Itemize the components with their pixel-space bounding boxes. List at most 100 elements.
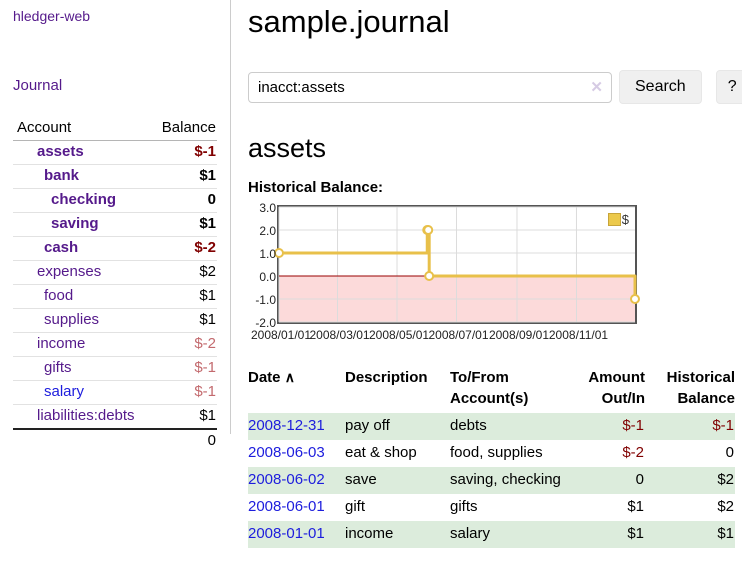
transaction-balance: $2 [717, 498, 734, 515]
transaction-row: 2008-06-03 eat & shop food, supplies $-2 0 [248, 440, 735, 467]
account-link[interactable]: gifts [44, 359, 72, 376]
transaction-amount: $1 [627, 498, 644, 515]
register-table-body: 2008-12-31 pay off debts $-1 $-1 2008-06-03 ea… [248, 413, 735, 548]
x-tick-label: 2008/03/01 [309, 328, 370, 342]
account-balance: 0 [150, 188, 217, 213]
transaction-row: 2008-01-01 income salary $1 $1 [248, 521, 735, 548]
account-balance: $-2 [150, 332, 217, 357]
transaction-accounts: saving, checking [450, 467, 573, 494]
account-balance: $1 [150, 284, 217, 309]
transaction-balance: $2 [645, 467, 735, 494]
y-tick-label: 1.0 [259, 247, 276, 261]
sort-ascending-icon: ∧ [284, 369, 295, 385]
transaction-accounts: debts [450, 413, 573, 440]
account-balance: $2 [150, 260, 217, 285]
account-row: food $1 [13, 284, 217, 309]
legend-label: $ [621, 212, 629, 227]
accounts-col-account: Account [13, 116, 151, 141]
clear-search-icon[interactable]: ✕ [590, 78, 603, 96]
account-link[interactable]: food [44, 287, 74, 304]
accounts-table: Account Balance assets $-1 bank $1 checking 0… [13, 116, 217, 453]
accounts-col-balance: Balance [150, 116, 217, 141]
register-col-balance: Historical Balance [666, 369, 735, 407]
y-tick-label: 2.0 [259, 224, 276, 238]
account-balance: $1 [150, 404, 217, 429]
account-link[interactable]: salary [44, 383, 85, 400]
account-link[interactable]: supplies [44, 311, 100, 328]
search-button[interactable]: Search [619, 70, 702, 104]
account-row: expenses $2 [13, 260, 217, 285]
account-balance: $-1 [194, 143, 216, 160]
account-link[interactable]: saving [51, 215, 99, 232]
y-tick-label: 0.0 [259, 270, 276, 284]
search-bar: ✕ Search ? [248, 70, 742, 104]
account-row: income $-2 [13, 332, 217, 357]
transaction-balance: $-1 [645, 413, 735, 440]
x-tick-label: 2008/09/01 [488, 328, 549, 342]
transaction-amount: $-2 [622, 444, 644, 461]
accounts-total-row: 0 [13, 428, 217, 453]
x-tick-label: 2008/01/01 [250, 328, 312, 342]
chart-plot-area: $ 3.0 2.0 1.0 0.0 -1.0 -2.0 2008/01/01 2008/03… [251, 201, 640, 342]
help-button[interactable]: ? [715, 70, 742, 104]
transaction-date-link[interactable]: 2008-06-02 [248, 471, 325, 488]
search-input[interactable] [248, 71, 612, 103]
account-row: saving $1 [13, 212, 217, 237]
account-balance: $-1 [150, 380, 217, 405]
transaction-amount: 0 [573, 467, 645, 494]
account-balance: $1 [150, 308, 217, 333]
account-balance: $1 [150, 164, 217, 189]
transaction-date-link[interactable]: 2008-01-01 [248, 525, 325, 542]
transaction-description: pay off [345, 413, 450, 440]
register-table: Date ∧ Description To/From Account(s) Am… [248, 367, 735, 548]
account-link[interactable]: checking [51, 191, 117, 208]
page-title: sample.journal [248, 4, 450, 39]
account-link[interactable]: cash [44, 239, 79, 256]
account-row: salary $-1 [13, 380, 217, 405]
account-row: cash $-2 [13, 236, 217, 261]
register-col-description: Description [345, 369, 428, 386]
legend-swatch-icon [607, 213, 621, 226]
transaction-date-link[interactable]: 2008-06-03 [248, 444, 325, 461]
account-link[interactable]: liabilities:debts [37, 407, 135, 424]
account-row: bank $1 [13, 164, 217, 189]
y-tick-label: 3.0 [259, 201, 276, 215]
transaction-date-link[interactable]: 2008-06-01 [248, 498, 325, 515]
main-content: sample.journal ✕ Search ? assets Histori… [231, 0, 742, 582]
transaction-row: 2008-06-01 gift gifts $1 $2 [248, 494, 735, 521]
account-heading: assets [248, 133, 327, 163]
transaction-description: save [345, 467, 450, 494]
transaction-amount: $-1 [573, 413, 645, 440]
account-row: assets $-1 [13, 141, 217, 165]
balance-chart-svg [274, 206, 640, 323]
transaction-description: income [345, 521, 450, 548]
transaction-date-link[interactable]: 2008-12-31 [248, 417, 325, 434]
transaction-description: eat & shop [345, 444, 417, 461]
account-balance: $-2 [150, 236, 217, 261]
transaction-description: gift [345, 498, 366, 515]
account-balance: $1 [150, 212, 217, 237]
accounts-total-value: 0 [150, 428, 217, 453]
app-title-link[interactable]: hledger-web [13, 8, 91, 24]
register-col-account: To/From Account(s) [450, 369, 529, 407]
transaction-row: 2008-06-02 save saving, checking 0 $2 [248, 467, 735, 494]
account-row: supplies $1 [13, 308, 217, 333]
account-row: checking 0 [13, 188, 217, 213]
account-link[interactable]: bank [44, 167, 80, 184]
transaction-accounts: gifts [450, 498, 478, 515]
account-link[interactable]: assets [37, 143, 84, 160]
account-link[interactable]: expenses [37, 263, 102, 280]
sidebar: hledger-web Journal Account Balance asse… [0, 0, 231, 582]
chart-legend: $ [607, 212, 629, 227]
account-row: gifts $-1 [13, 356, 217, 381]
x-tick-label: 2008/11/01 [548, 328, 609, 342]
y-tick-label: -2.0 [255, 316, 276, 330]
x-tick-label: 2008/07/01 [428, 328, 489, 342]
register-col-date[interactable]: Date ∧ [248, 367, 345, 413]
account-link[interactable]: income [37, 335, 86, 352]
sidebar-item-journal[interactable]: Journal [13, 77, 63, 94]
sidebar-divider [230, 0, 231, 434]
accounts-table-body: assets $-1 bank $1 checking 0 saving $1 cash $-2 e… [13, 141, 217, 429]
transaction-accounts: food, supplies [450, 444, 543, 461]
